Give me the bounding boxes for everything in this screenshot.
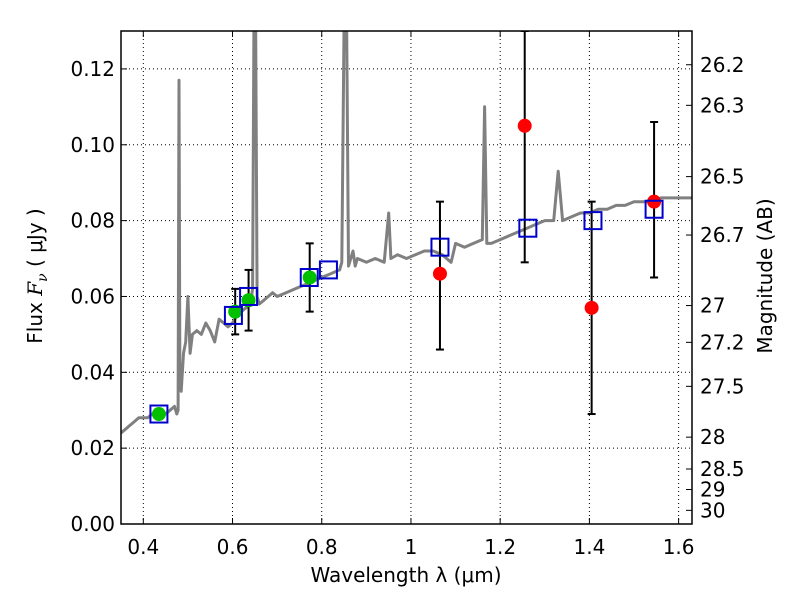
model-point	[149, 404, 169, 424]
y-tick-label: 0.04	[70, 360, 115, 384]
data-point	[151, 407, 166, 422]
y2-tick-label: 26.7	[700, 223, 745, 247]
axes-frame: 0.4 0.6 0.8 1 1.2 1.4 1.6 0.00 0.02 0.04 0.06 0.08 0…	[70, 30, 745, 559]
data-point	[228, 304, 243, 319]
data-point	[241, 293, 256, 308]
model-point	[223, 305, 243, 325]
data-point	[517, 118, 532, 133]
y-tick-label: 0.02	[70, 436, 115, 460]
data-point	[302, 270, 317, 285]
y2-tick-label: 26.2	[700, 53, 745, 77]
data-point	[432, 266, 447, 281]
plot-area	[121, 31, 692, 435]
x-tick-label: 0.8	[306, 535, 338, 559]
data-point	[584, 300, 599, 315]
spectrum-line	[121, 31, 692, 435]
y-axis-label: Flux Fν ( μJy )	[23, 208, 51, 343]
y2-tick-label: 27	[700, 294, 725, 318]
model-point	[299, 268, 319, 287]
model-point	[430, 237, 450, 257]
y2-tick-label: 26.5	[700, 165, 745, 189]
plot-content	[121, 31, 692, 435]
x-tick-label: 1	[405, 535, 418, 559]
y2-tick-label: 26.3	[700, 93, 745, 117]
y2-tick-label: 30	[700, 498, 725, 522]
model-point	[644, 199, 664, 219]
y-tick-label: 0.12	[70, 57, 115, 81]
y-tick-label: 0.06	[70, 284, 115, 308]
y2-tick-label: 28.5	[700, 457, 745, 481]
y-tick-label: 0.10	[70, 133, 115, 157]
y-tick-label: 0.08	[70, 209, 115, 233]
plot-frame	[120, 30, 693, 525]
x-tick-label: 1.4	[573, 535, 605, 559]
model-point	[583, 211, 603, 231]
y2-tick-label: 29	[700, 477, 725, 501]
model-point	[239, 286, 259, 306]
y2-tick-label: 27.2	[700, 330, 745, 354]
x-tick-label: 0.6	[217, 535, 249, 559]
x-tick-label: 0.4	[127, 535, 159, 559]
model-point	[518, 218, 538, 238]
x-tick-label: 1.6	[663, 535, 695, 559]
x-axis-label: Wavelength λ (μm)	[310, 563, 501, 587]
x-tick-label: 1.2	[484, 535, 516, 559]
gridlines	[121, 31, 692, 525]
y2-axis-label: Magnitude (AB)	[753, 198, 777, 353]
y2-tick-label: 27.5	[700, 374, 745, 398]
model-point	[318, 260, 338, 280]
y-tick-label: 0.00	[70, 512, 115, 536]
y2-tick-label: 28	[700, 425, 725, 449]
